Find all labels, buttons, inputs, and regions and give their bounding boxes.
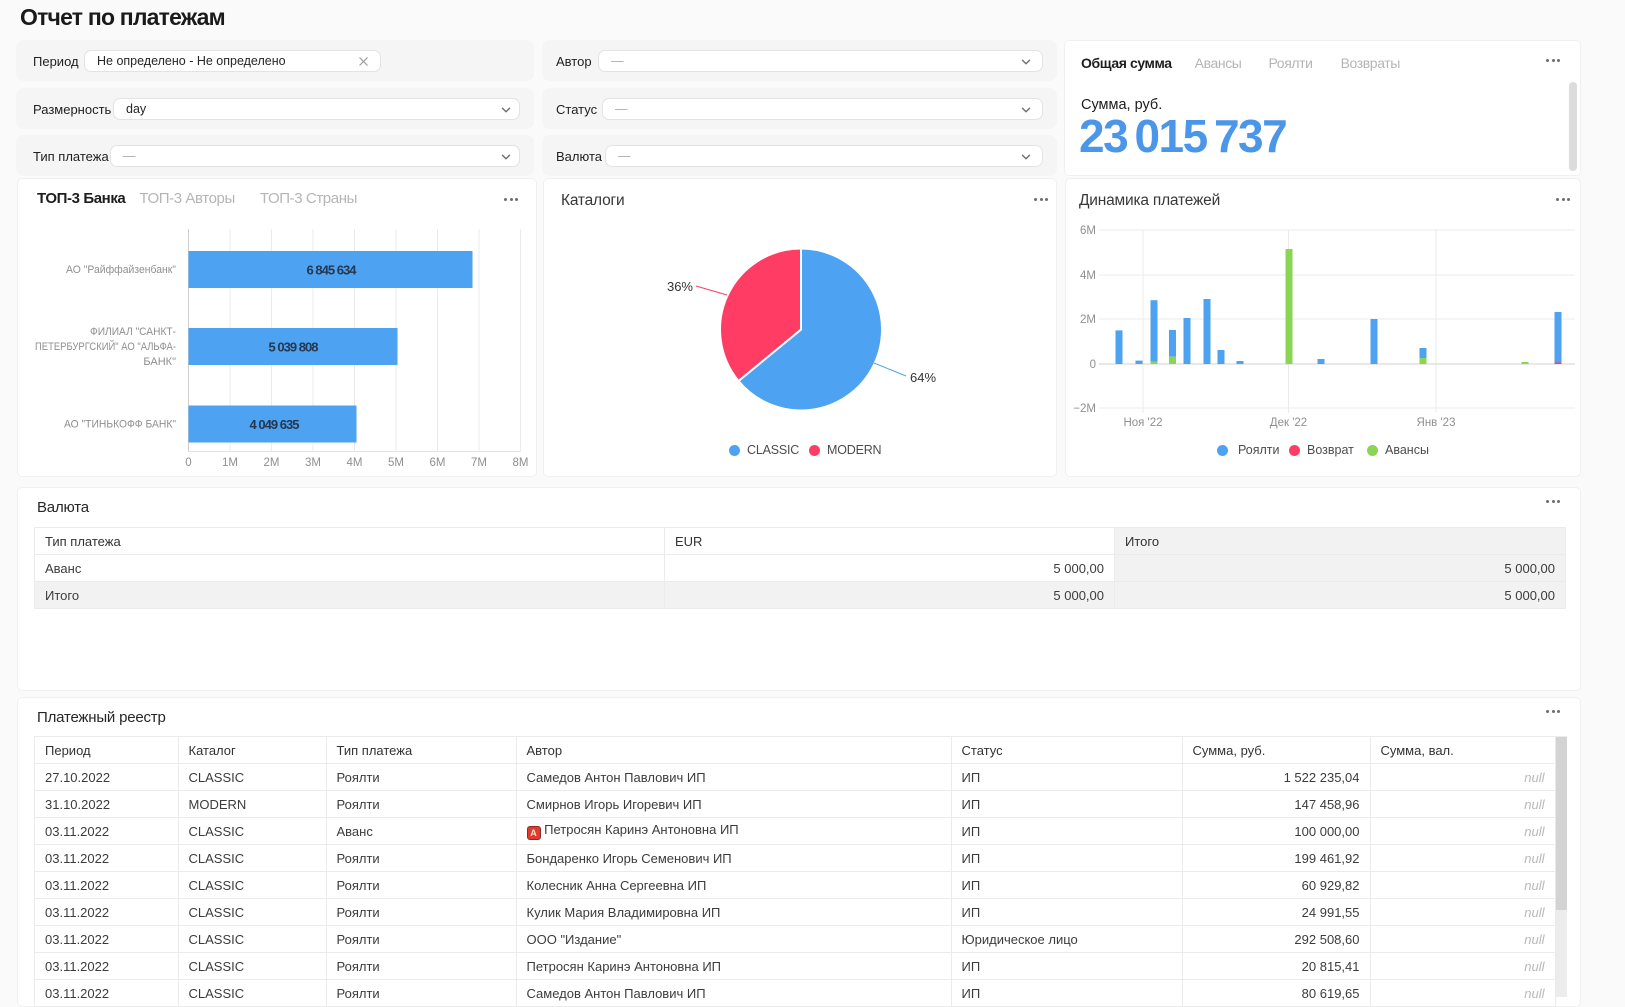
svg-text:Ноя '22: Ноя '22 xyxy=(1123,417,1162,429)
svg-text:АО "Райффайзенбанк": АО "Райффайзенбанк" xyxy=(66,264,176,276)
svg-text:ПЕТЕРБУРГСКИЙ" АО "АЛЬФА-: ПЕТЕРБУРГСКИЙ" АО "АЛЬФА- xyxy=(35,340,176,353)
svg-text:8M: 8M xyxy=(513,457,529,469)
svg-text:5 039 808: 5 039 808 xyxy=(269,340,319,355)
svg-text:ФИЛИАЛ "САНКТ-: ФИЛИАЛ "САНКТ- xyxy=(90,326,176,338)
svg-text:6M: 6M xyxy=(430,457,446,469)
svg-text:−2M: −2M xyxy=(1073,403,1096,415)
svg-text:2M: 2M xyxy=(1080,314,1096,326)
svg-text:Дек '22: Дек '22 xyxy=(1270,417,1307,429)
svg-text:4 049 635: 4 049 635 xyxy=(250,417,300,432)
svg-text:64%: 64% xyxy=(910,370,936,385)
svg-text:4M: 4M xyxy=(1080,270,1096,282)
svg-text:6M: 6M xyxy=(1080,225,1096,237)
svg-text:36%: 36% xyxy=(667,279,693,294)
svg-text:7M: 7M xyxy=(471,457,487,469)
svg-text:Янв '23: Янв '23 xyxy=(1417,417,1456,429)
svg-text:АО "ТИНЬКОФФ БАНК": АО "ТИНЬКОФФ БАНК" xyxy=(64,419,176,431)
svg-text:6 845 634: 6 845 634 xyxy=(307,263,358,278)
svg-text:2M: 2M xyxy=(264,457,280,469)
svg-text:0: 0 xyxy=(185,457,191,469)
svg-text:5M: 5M xyxy=(388,457,404,469)
svg-text:БАНК": БАНК" xyxy=(143,356,176,368)
svg-text:0: 0 xyxy=(1090,359,1096,371)
svg-text:1M: 1M xyxy=(222,457,238,469)
svg-text:4M: 4M xyxy=(347,457,363,469)
svg-text:3M: 3M xyxy=(305,457,321,469)
